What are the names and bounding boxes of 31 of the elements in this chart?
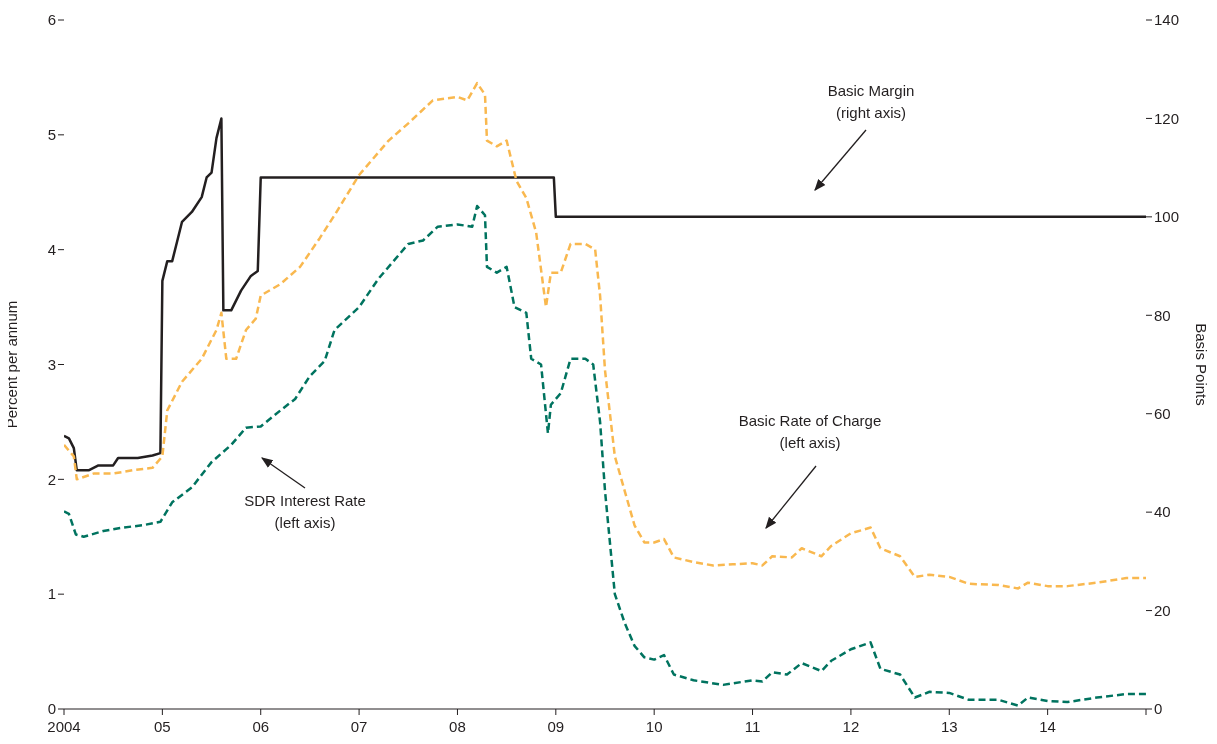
- y2-tick-label: 100: [1154, 208, 1180, 226]
- y-tick-label: 6: [47, 11, 56, 29]
- x-tick-label: 2004: [47, 717, 81, 735]
- x-tick-label: 13: [940, 717, 958, 735]
- x-tick-label: 14: [1039, 717, 1056, 735]
- x-tick-label: 11: [744, 717, 761, 735]
- x-tick-label: 09: [547, 717, 565, 735]
- x-tick-label: 05: [154, 717, 171, 735]
- x-tick-label: 07: [350, 717, 368, 735]
- y2-tick-label: 0: [1154, 700, 1163, 718]
- y2-tick-label: 140: [1154, 11, 1180, 29]
- y-tick-label: 1: [47, 585, 56, 603]
- y2-axis-title: Basis Points: [1192, 323, 1210, 406]
- x-tick-label: 06: [252, 717, 270, 735]
- y2-tick-label: 60: [1154, 405, 1171, 423]
- line-series: [64, 81, 1146, 590]
- y-tick-label: 0: [47, 700, 56, 718]
- annotation: Basic Margin (right axis): [827, 82, 915, 121]
- y-tick-label: 5: [47, 126, 56, 144]
- y2-tick-label: 80: [1154, 306, 1171, 324]
- x-tick-label: 08: [449, 717, 466, 735]
- y-tick-label: 2: [47, 470, 56, 488]
- y2-tick-label: 120: [1154, 109, 1180, 127]
- annotation: Basic Rate of Charge (left axis): [738, 412, 882, 451]
- y2-tick-label: 40: [1154, 503, 1171, 521]
- annotation: SDR Interest Rate (left axis): [244, 492, 366, 531]
- x-tick-label: 10: [645, 717, 663, 735]
- y2-tick-label: 20: [1154, 601, 1171, 619]
- x-tick-label: 12: [842, 717, 860, 735]
- y-tick-label: 4: [47, 240, 56, 258]
- y-tick-label: 3: [47, 355, 56, 373]
